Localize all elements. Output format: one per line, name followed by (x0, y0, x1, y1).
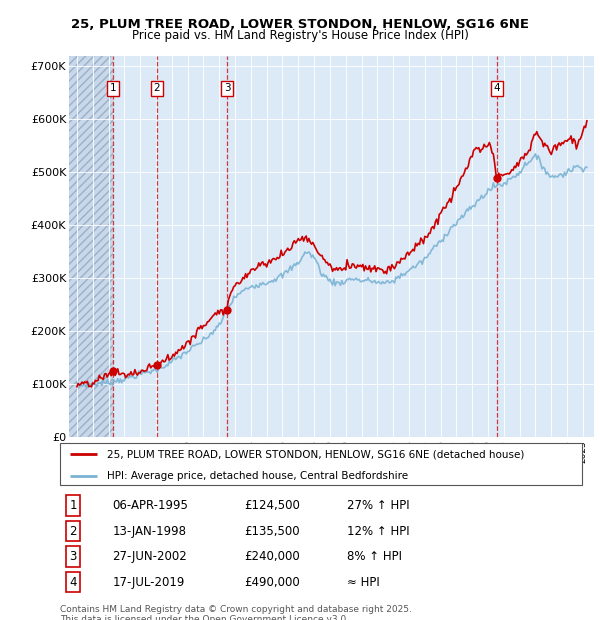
Text: 06-APR-1995: 06-APR-1995 (112, 499, 188, 512)
Text: 4: 4 (70, 575, 77, 588)
Text: ≈ HPI: ≈ HPI (347, 575, 380, 588)
Text: 17-JUL-2019: 17-JUL-2019 (112, 575, 185, 588)
Text: 8% ↑ HPI: 8% ↑ HPI (347, 550, 402, 563)
Text: 3: 3 (224, 83, 230, 93)
Text: 12% ↑ HPI: 12% ↑ HPI (347, 525, 410, 538)
Text: 1: 1 (109, 83, 116, 93)
Bar (69, 56, 113, 437)
Text: 1: 1 (70, 499, 77, 512)
Text: HPI: Average price, detached house, Central Bedfordshire: HPI: Average price, detached house, Cent… (107, 471, 408, 480)
Text: £135,500: £135,500 (244, 525, 300, 538)
Text: £490,000: £490,000 (244, 575, 300, 588)
Text: 13-JAN-1998: 13-JAN-1998 (112, 525, 186, 538)
Text: Contains HM Land Registry data © Crown copyright and database right 2025.
This d: Contains HM Land Registry data © Crown c… (60, 604, 412, 620)
Text: 2: 2 (153, 83, 160, 93)
Text: £240,000: £240,000 (244, 550, 300, 563)
Text: 25, PLUM TREE ROAD, LOWER STONDON, HENLOW, SG16 6NE: 25, PLUM TREE ROAD, LOWER STONDON, HENLO… (71, 19, 529, 31)
Text: 2: 2 (70, 525, 77, 538)
Text: £124,500: £124,500 (244, 499, 300, 512)
Text: 27-JUN-2002: 27-JUN-2002 (112, 550, 187, 563)
Text: Price paid vs. HM Land Registry's House Price Index (HPI): Price paid vs. HM Land Registry's House … (131, 30, 469, 42)
Text: 27% ↑ HPI: 27% ↑ HPI (347, 499, 410, 512)
Text: 3: 3 (70, 550, 77, 563)
Text: 25, PLUM TREE ROAD, LOWER STONDON, HENLOW, SG16 6NE (detached house): 25, PLUM TREE ROAD, LOWER STONDON, HENLO… (107, 450, 524, 459)
Text: 4: 4 (493, 83, 500, 93)
FancyBboxPatch shape (60, 443, 582, 485)
